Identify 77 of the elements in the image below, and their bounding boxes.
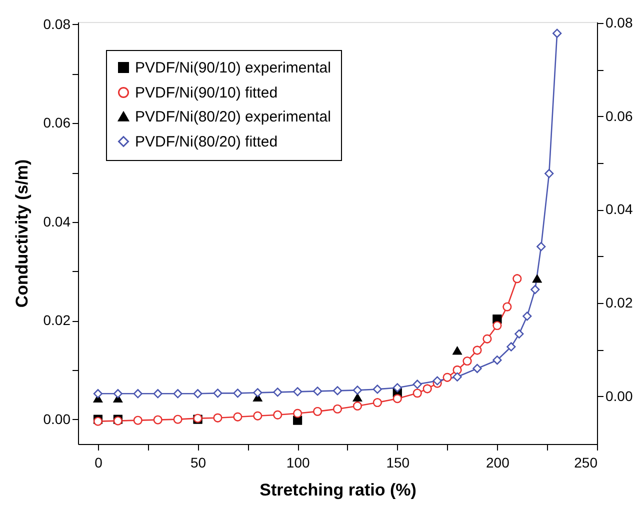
point (333, 404, 342, 414)
y2-tick-label: 0.08 (606, 14, 633, 30)
point (452, 366, 462, 374)
x-tick-label: 200 (486, 454, 510, 470)
point (133, 389, 142, 398)
legend-label: PVDF/Ni(80/20) experimental (135, 108, 331, 126)
point (412, 380, 422, 389)
legend-label: PVDF/Ni(90/10) fitted (135, 84, 278, 102)
x-axis-title: Stretching ratio (%) (260, 480, 416, 500)
point (492, 321, 502, 330)
y2-tick-label: 0.00 (606, 388, 633, 404)
point (293, 408, 302, 418)
point (372, 398, 382, 408)
y-tick-label: 0.06 (43, 114, 71, 131)
point (492, 356, 502, 365)
point (173, 389, 182, 398)
point (153, 415, 162, 424)
point (193, 389, 202, 398)
y-axis-title: Conductivity (s/m) (12, 159, 32, 308)
point (422, 384, 432, 394)
point (532, 274, 542, 283)
point (233, 412, 242, 422)
point (530, 285, 540, 294)
y-tick-label: 0.08 (43, 16, 71, 32)
y2-tick-label: 0.06 (606, 108, 633, 124)
y-tick-label: 0.00 (43, 410, 71, 427)
point (512, 274, 522, 284)
point (313, 386, 322, 396)
point (482, 334, 492, 344)
point (253, 411, 262, 420)
point (552, 28, 562, 38)
legend-label: PVDF/Ni(90/10) experimental (135, 60, 331, 76)
x-tick-label: 0 (94, 454, 103, 470)
y2-tick-label: 0.04 (606, 201, 633, 218)
point (173, 414, 182, 424)
y2-tick-label: 0.02 (606, 294, 633, 311)
point (544, 169, 554, 178)
point (313, 406, 322, 416)
point (273, 410, 282, 420)
point (452, 346, 462, 355)
point (452, 372, 462, 382)
point (372, 384, 382, 394)
point (93, 389, 102, 398)
point (514, 329, 524, 338)
x-tick-label: 100 (286, 454, 310, 470)
point (253, 388, 262, 398)
point (392, 383, 402, 392)
y-tick-label: 0.04 (43, 213, 71, 230)
point (412, 388, 422, 398)
point (133, 416, 142, 425)
point (522, 312, 532, 321)
point (432, 376, 442, 386)
point (472, 346, 482, 355)
x-tick-label: 250 (574, 454, 598, 470)
x-tick-label: 50 (190, 454, 206, 470)
point (293, 416, 302, 425)
point (213, 413, 222, 422)
point (333, 386, 342, 396)
legend-label: PVDF/Ni(80/20) fitted (135, 134, 278, 150)
point (153, 389, 162, 398)
point (462, 356, 472, 366)
point (472, 364, 482, 373)
point (392, 394, 402, 404)
point (502, 302, 512, 312)
point (536, 242, 546, 252)
y-tick-label: 0.02 (43, 312, 71, 328)
point (506, 342, 516, 352)
point (352, 386, 362, 395)
point (273, 388, 282, 397)
point (113, 389, 122, 398)
point (442, 372, 452, 382)
point (293, 387, 302, 396)
x-tick-label: 150 (386, 454, 410, 470)
point (213, 388, 222, 398)
point (352, 402, 362, 410)
point (352, 394, 362, 402)
point (233, 388, 242, 398)
